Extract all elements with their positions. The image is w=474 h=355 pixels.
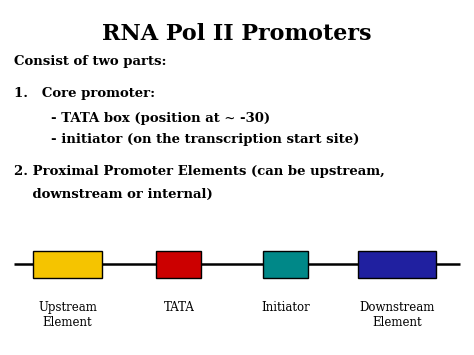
Text: TATA: TATA	[164, 301, 194, 314]
Text: Upstream
Element: Upstream Element	[38, 301, 97, 329]
Text: downstream or internal): downstream or internal)	[14, 188, 213, 201]
Text: Consist of two parts:: Consist of two parts:	[14, 55, 167, 68]
FancyBboxPatch shape	[156, 251, 201, 278]
Text: Initiator: Initiator	[261, 301, 310, 314]
Text: 2. Proximal Promoter Elements (can be upstream,: 2. Proximal Promoter Elements (can be up…	[14, 165, 385, 178]
Text: - TATA box (position at ~ -30): - TATA box (position at ~ -30)	[14, 112, 270, 125]
Text: 1.   Core promoter:: 1. Core promoter:	[14, 87, 155, 100]
Text: - initiator (on the transcription start site): - initiator (on the transcription start …	[14, 133, 360, 146]
FancyBboxPatch shape	[263, 251, 308, 278]
Text: RNA Pol II Promoters: RNA Pol II Promoters	[102, 23, 372, 45]
FancyBboxPatch shape	[33, 251, 102, 278]
FancyBboxPatch shape	[358, 251, 436, 278]
Text: Downstream
Element: Downstream Element	[359, 301, 435, 329]
